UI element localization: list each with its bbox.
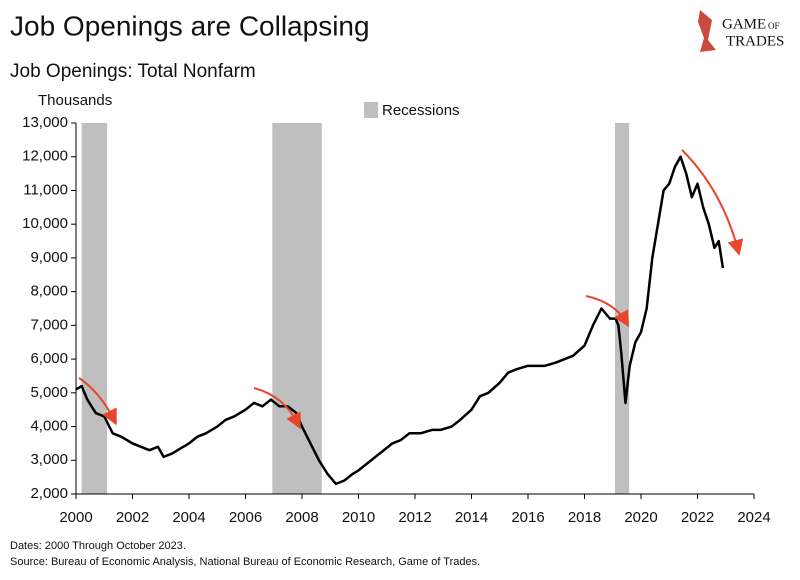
arrow [253, 387, 301, 430]
y-tick-label: 6,000 [30, 350, 68, 367]
line-series [75, 155, 725, 486]
x-tick-label: 2022 [681, 509, 714, 526]
y-tick-label: 4,000 [30, 418, 68, 435]
x-tick-label: 2016 [511, 509, 544, 526]
y-tick-label: 5,000 [30, 384, 68, 401]
logo: GAME OF TRADES [698, 10, 784, 52]
x-tick-label: 2014 [455, 509, 488, 526]
y-tick-label: 11,000 [23, 181, 68, 198]
x-tick-label: 2008 [285, 509, 318, 526]
arrow [78, 377, 117, 426]
logo-text: OF [768, 21, 780, 31]
y-tick-label: 10,000 [22, 215, 68, 232]
y-tick-label: 9,000 [30, 249, 68, 266]
y-axis-label: Thousands [38, 92, 112, 109]
x-tick-label: 2018 [568, 509, 601, 526]
recession-band [615, 123, 630, 494]
x-tick-label: 2004 [172, 509, 205, 526]
x-tick-label: 2020 [624, 509, 657, 526]
arrow [585, 295, 630, 328]
x-tick-label: 2000 [59, 509, 92, 526]
recession-band [81, 123, 108, 494]
y-tick-label: 8,000 [30, 283, 68, 300]
chart-subtitle: Job Openings: Total Nonfarm [10, 61, 256, 82]
x-tick-label: 2006 [229, 509, 262, 526]
y-tick-label: 13,000 [22, 114, 68, 131]
note: Source: Bureau of Economic Analysis, Nat… [10, 556, 480, 568]
y-tick-label: 2,000 [30, 485, 68, 502]
logo-text: TRADES [726, 33, 784, 49]
y-tick-label: 7,000 [30, 316, 68, 333]
logo-icon [698, 10, 716, 52]
legend-swatch [364, 102, 378, 118]
chart-title: Job Openings are Collapsing [10, 10, 370, 41]
y-tick-label: 3,000 [30, 451, 68, 468]
recession-band [272, 123, 322, 494]
logo-text: GAME [722, 16, 766, 32]
y-tick-label: 12,000 [22, 148, 68, 165]
arrow [681, 149, 744, 256]
note: Dates: 2000 Through October 2023. [10, 540, 186, 552]
x-tick-label: 2024 [737, 509, 770, 526]
x-tick-label: 2002 [116, 509, 149, 526]
annotation-arrows [78, 149, 744, 430]
x-tick-label: 2010 [342, 509, 375, 526]
x-tick-label: 2012 [398, 509, 431, 526]
legend-label: Recessions [382, 102, 460, 119]
